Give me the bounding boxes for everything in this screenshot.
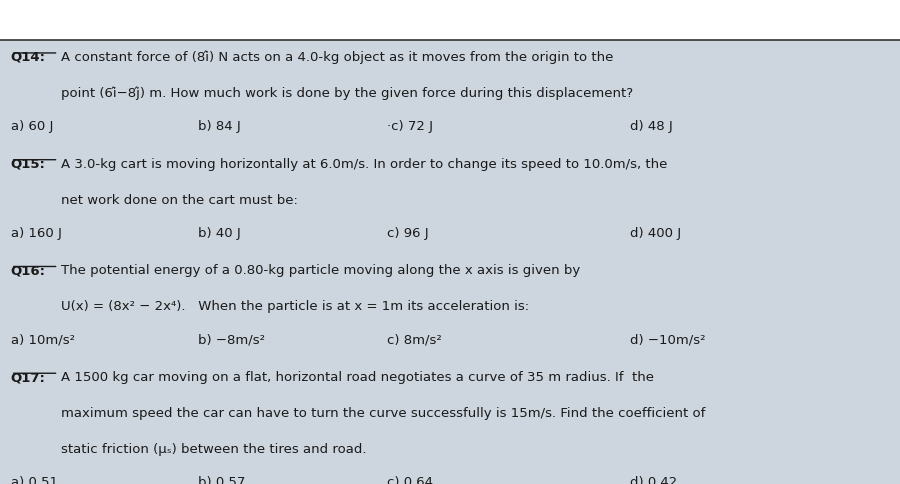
Text: c) 96 J: c) 96 J	[387, 227, 428, 240]
Text: static friction (μₛ) between the tires and road.: static friction (μₛ) between the tires a…	[61, 443, 366, 456]
FancyBboxPatch shape	[0, 0, 900, 40]
Text: a) 60 J: a) 60 J	[11, 120, 53, 133]
Text: U(x) = (8x² − 2x⁴).   When the particle is at x = 1m its acceleration is:: U(x) = (8x² − 2x⁴). When the particle is…	[61, 301, 529, 314]
Text: A constant force of (8î) N acts on a 4.0-kg object as it moves from the origin : A constant force of (8î) N acts on a 4.…	[61, 51, 614, 64]
Text: a) 10m/s²: a) 10m/s²	[11, 333, 75, 347]
Text: b) −8m/s²: b) −8m/s²	[198, 333, 265, 347]
Text: Q14:: Q14:	[11, 51, 46, 64]
Text: A 1500 kg car moving on a flat, horizontal road negotiates a curve of 35 m radiu: A 1500 kg car moving on a flat, horizont…	[61, 371, 654, 384]
Text: Q16:: Q16:	[11, 264, 46, 277]
Text: a) 160 J: a) 160 J	[11, 227, 62, 240]
Text: b) 40 J: b) 40 J	[198, 227, 241, 240]
Text: point (6î−8ĵ) m. How much work is done by the given force during this displace: point (6î−8ĵ) m. How much work is done…	[61, 87, 634, 100]
Text: maximum speed the car can have to turn the curve successfully is 15m/s. Find the: maximum speed the car can have to turn t…	[61, 407, 706, 420]
Text: ·c) 72 J: ·c) 72 J	[387, 120, 433, 133]
Text: net work done on the cart must be:: net work done on the cart must be:	[61, 194, 298, 207]
Text: d) 48 J: d) 48 J	[630, 120, 673, 133]
Text: a) 0.51: a) 0.51	[11, 476, 58, 484]
Text: d) 0.42: d) 0.42	[630, 476, 677, 484]
Text: c) 8m/s²: c) 8m/s²	[387, 333, 442, 347]
Text: Q15:: Q15:	[11, 157, 46, 170]
Text: Q17:: Q17:	[11, 371, 46, 384]
Text: The potential energy of a 0.80-kg particle moving along the x axis is given by: The potential energy of a 0.80-kg partic…	[61, 264, 580, 277]
Text: b) 0.57: b) 0.57	[198, 476, 246, 484]
Text: d) −10m/s²: d) −10m/s²	[630, 333, 706, 347]
Text: b) 84 J: b) 84 J	[198, 120, 241, 133]
Text: d) 400 J: d) 400 J	[630, 227, 681, 240]
Text: A 3.0-kg cart is moving horizontally at 6.0m/s. In order to change its speed to : A 3.0-kg cart is moving horizontally at …	[61, 157, 668, 170]
Text: c) 0.64: c) 0.64	[387, 476, 433, 484]
